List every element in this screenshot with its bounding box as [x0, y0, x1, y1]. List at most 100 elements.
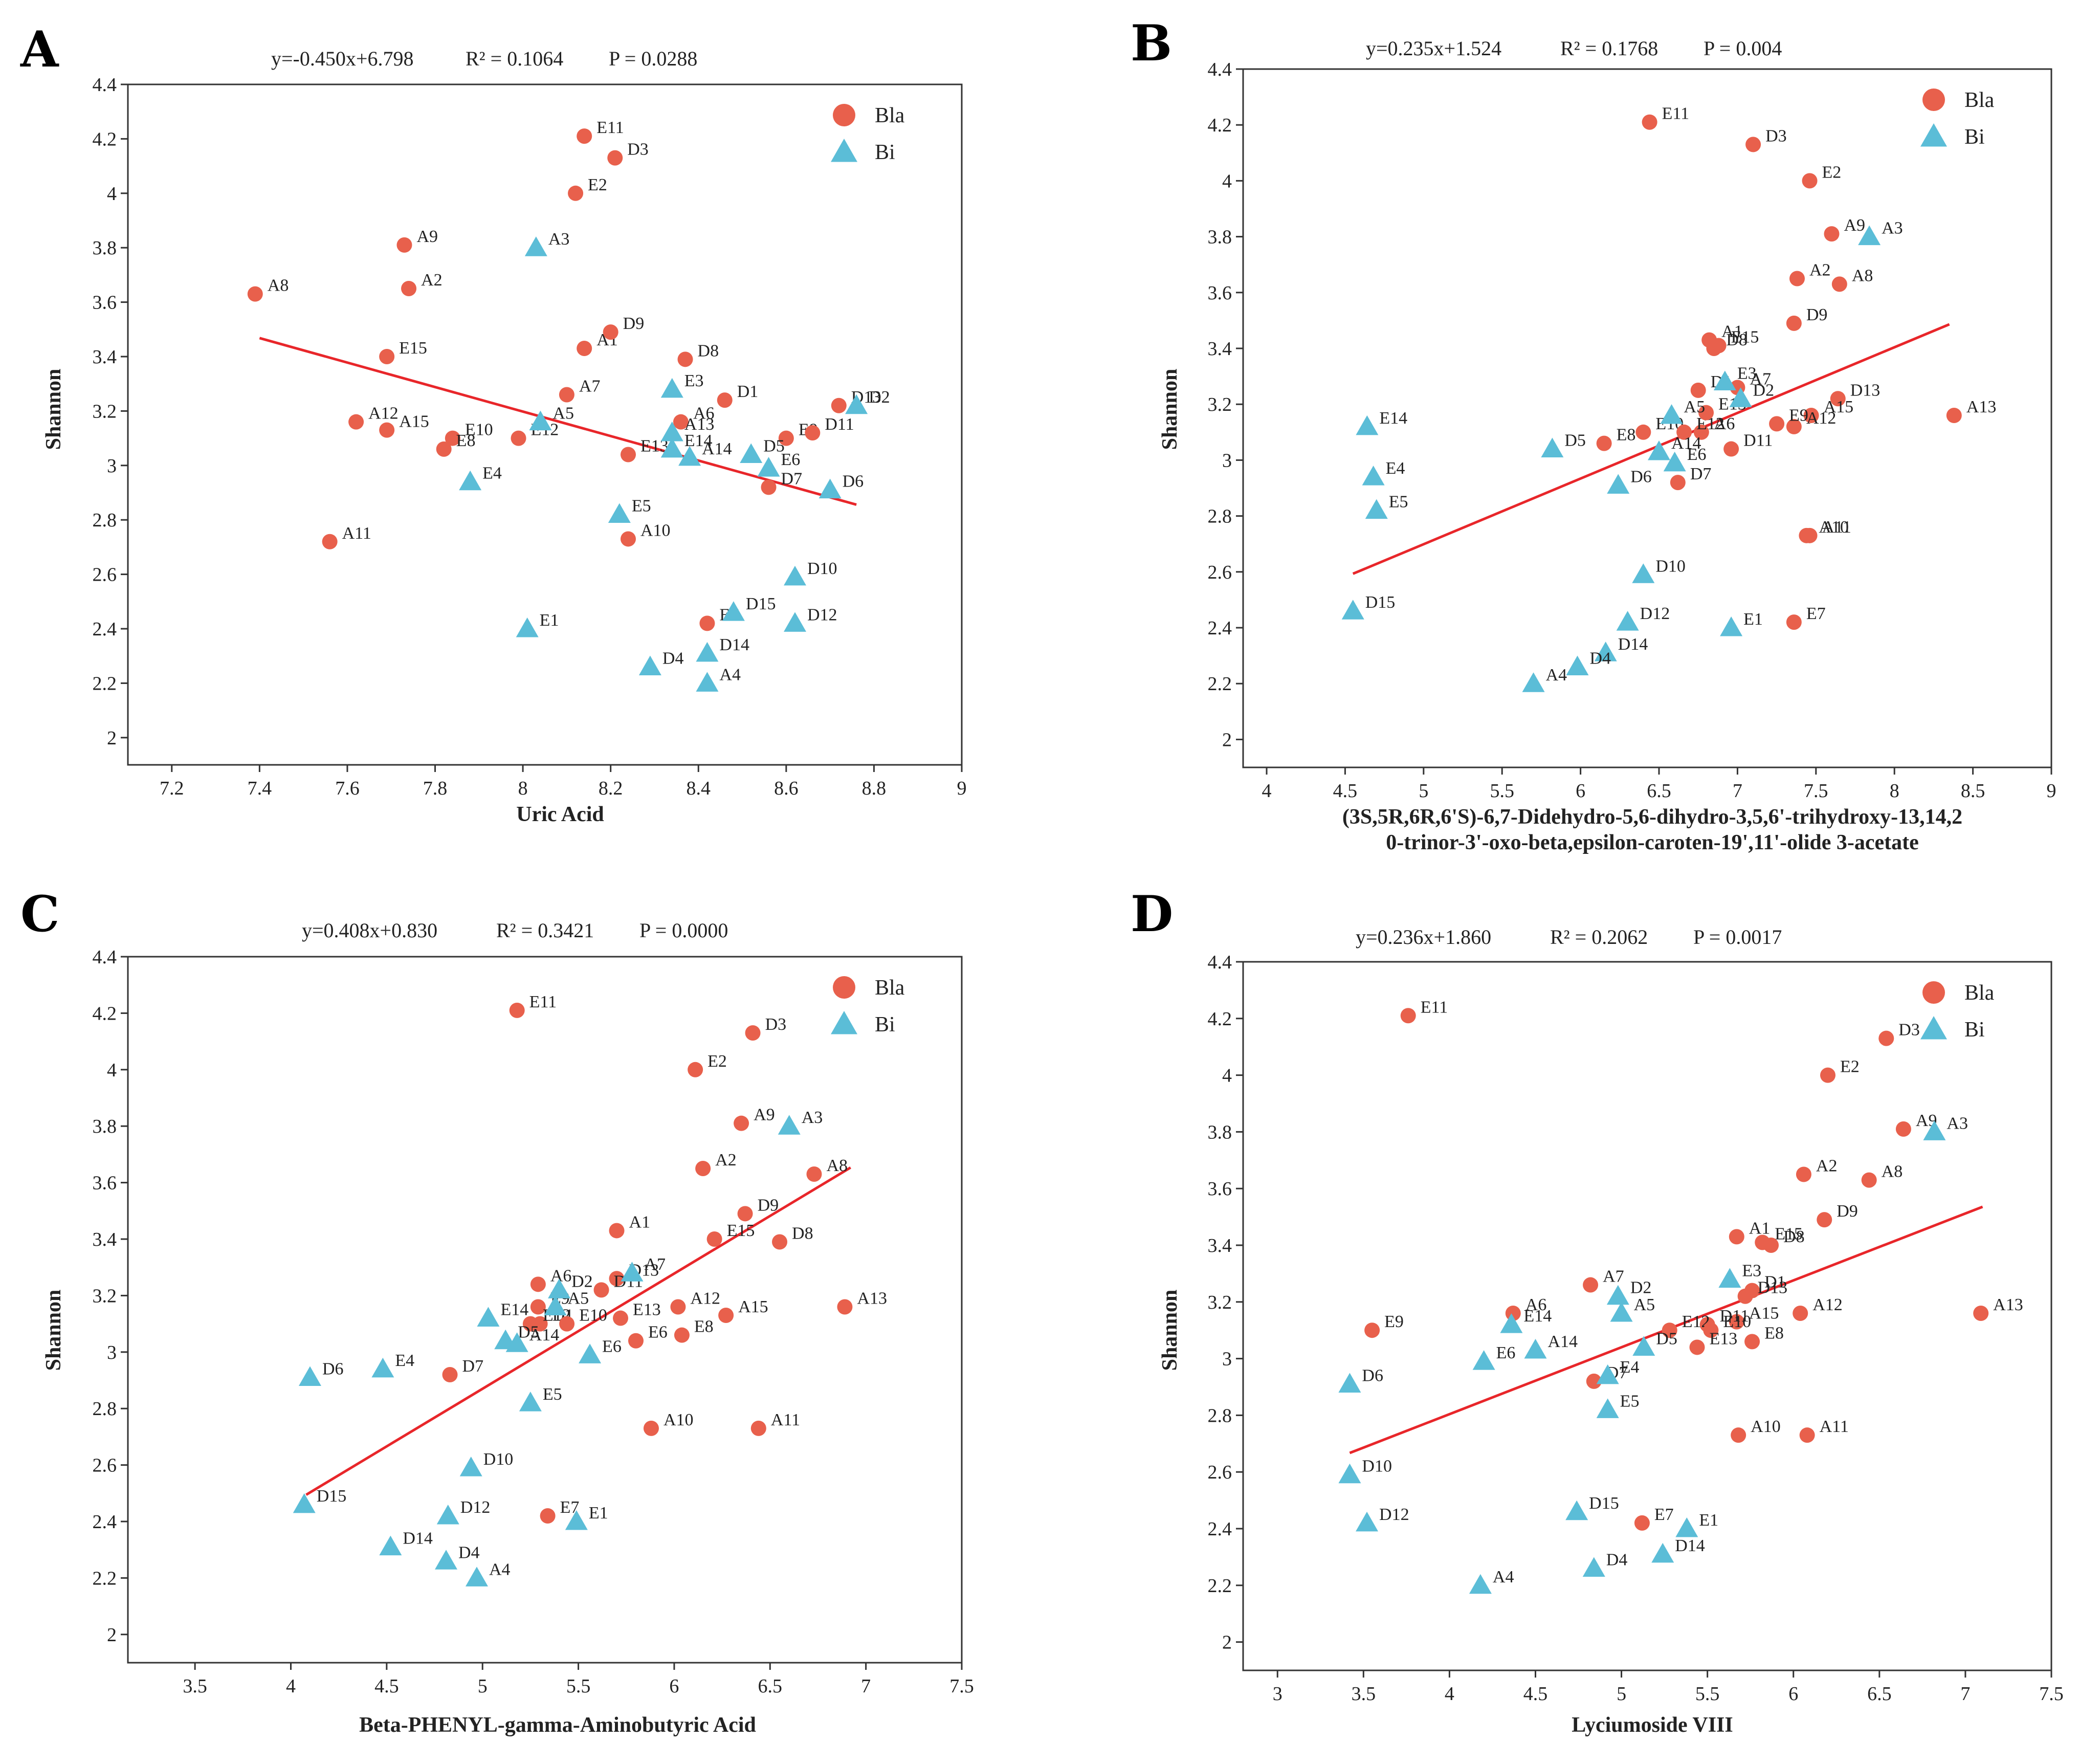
point-label: E1	[1699, 1511, 1718, 1530]
data-point-d14: D14	[379, 1529, 433, 1556]
y-tick-label: 4	[107, 183, 117, 205]
point-label: A15	[1824, 398, 1854, 416]
bla-marker	[1642, 114, 1657, 130]
data-point-a11: A11	[322, 524, 371, 549]
point-label: A12	[690, 1289, 720, 1308]
point-label: E14	[1379, 409, 1407, 428]
data-point-e4: E4	[1362, 459, 1405, 486]
data-point-d5: D5	[1541, 431, 1586, 458]
x-tick-label: 5	[478, 1675, 488, 1697]
point-label: A11	[342, 524, 371, 543]
point-label: D9	[623, 314, 645, 333]
data-point-e10: E10	[1703, 1312, 1751, 1338]
point-label: E2	[588, 175, 607, 194]
data-point-a10: A10	[1731, 1417, 1781, 1443]
regression-stats: y=-0.450x+6.798 R² = 0.1064 P = 0.0288	[271, 47, 697, 70]
y-tick-label: 4	[1222, 170, 1232, 192]
point-label: A13	[857, 1289, 887, 1308]
bi-marker	[1341, 600, 1364, 620]
data-point-e8: E8	[1744, 1324, 1784, 1350]
data-point-a1: A1	[609, 1212, 650, 1239]
point-label: D8	[1783, 1227, 1805, 1246]
bi-marker	[1713, 370, 1736, 391]
data-point-e2: E2	[1802, 163, 1841, 189]
bla-marker	[1769, 416, 1785, 432]
bla-marker	[1878, 1030, 1894, 1046]
point-label: E15	[1775, 1224, 1803, 1243]
plot-frame	[127, 956, 963, 1664]
legend-bla-marker	[1922, 89, 1945, 111]
point-label: D12	[460, 1498, 491, 1517]
bi-marker	[696, 642, 719, 662]
bla-marker	[1737, 1288, 1753, 1304]
x-tick-label: 8.5	[1961, 780, 1985, 802]
bla-marker	[1895, 1121, 1911, 1137]
point-label: D2	[869, 388, 890, 407]
data-point-e1: E1	[1675, 1511, 1718, 1537]
legend-bi-marker	[1920, 1016, 1947, 1040]
bi-marker	[1606, 1285, 1629, 1305]
x-tick-label: 5	[1419, 780, 1428, 802]
point-label: D8	[1726, 330, 1748, 349]
y-tick-label: 3.6	[93, 1173, 117, 1194]
legend-bla-label: Bla	[875, 976, 905, 1000]
y-tick-label: 3.4	[1208, 338, 1232, 360]
x-axis-label: Lyciumoside VIII	[1572, 1713, 1733, 1737]
data-point-a8: A8	[1831, 266, 1873, 292]
point-label: E6	[1496, 1343, 1516, 1362]
data-point-d4: D4	[435, 1543, 480, 1570]
data-point-a13: A13	[1946, 398, 1997, 424]
bi-marker	[1469, 1574, 1492, 1594]
point-label: A10	[663, 1410, 694, 1429]
data-point-a7: A7	[559, 377, 600, 403]
x-tick-label: 7.8	[423, 778, 448, 799]
y-axis-label: Shannon	[1158, 1290, 1182, 1371]
point-label: D15	[1365, 593, 1396, 612]
x-tick-label: 7	[1733, 780, 1742, 802]
y-tick-label: 2.2	[93, 673, 117, 694]
data-point-a7: A7	[1583, 1267, 1624, 1293]
y-tick-label: 2.6	[1208, 562, 1232, 583]
data-point-a7: A7	[621, 1255, 666, 1282]
point-label: E11	[529, 993, 557, 1011]
data-point-a9: A9	[734, 1106, 775, 1131]
bi-marker	[548, 1278, 571, 1298]
data-point-a2: A2	[1796, 1157, 1837, 1182]
data-point-a14: A14	[505, 1326, 559, 1352]
data-point-d9: D9	[603, 314, 645, 340]
x-tick-label: 5.5	[1490, 780, 1514, 802]
x-tick-label: 9	[2047, 780, 2056, 802]
data-point-a5: A5	[1660, 398, 1705, 424]
y-tick-label: 4.4	[93, 946, 117, 968]
point-label: A13	[1966, 398, 1997, 416]
bla-marker	[1817, 1212, 1832, 1228]
data-point-a12: A12	[1786, 409, 1836, 434]
data-point-d6: D6	[1338, 1366, 1383, 1393]
y-tick-label: 2.8	[1208, 506, 1232, 527]
bi-marker	[660, 378, 683, 398]
y-tick-label: 2.2	[1208, 673, 1232, 695]
regression-equation: y=0.408x+0.830	[302, 919, 437, 942]
point-label: E2	[707, 1052, 727, 1071]
x-tick-label: 3	[1273, 1683, 1282, 1705]
bla-marker	[1763, 1238, 1779, 1253]
bi-marker	[1362, 466, 1385, 486]
y-tick-label: 2.4	[93, 1511, 117, 1533]
point-label: D6	[1630, 468, 1652, 487]
data-point-a2: A2	[1789, 261, 1831, 286]
point-label: E14	[684, 431, 713, 450]
bla-marker	[530, 1299, 546, 1315]
bla-marker	[1799, 1427, 1815, 1443]
data-point-a12: A12	[348, 404, 399, 430]
bla-marker	[1799, 527, 1815, 543]
point-label: A13	[684, 415, 715, 434]
data-point-e11: E11	[577, 118, 624, 144]
y-tick-label: 2.8	[1208, 1405, 1232, 1426]
bla-marker	[688, 1062, 703, 1077]
bi-marker	[379, 1535, 402, 1556]
bi-marker	[435, 1550, 458, 1570]
point-label: A7	[644, 1255, 666, 1274]
bla-marker	[1670, 475, 1686, 491]
y-tick-label: 2	[1222, 1632, 1232, 1653]
